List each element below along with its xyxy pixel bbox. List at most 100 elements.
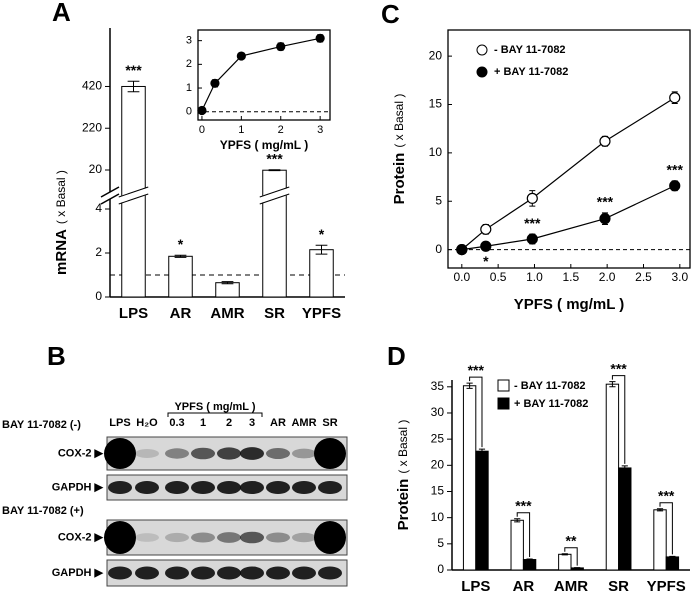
blot-band [191,480,215,495]
blot-band [165,448,189,459]
y-tick-label: 420 [82,79,102,93]
lane-label: 0.3 [169,417,184,429]
significance-bracket [564,547,578,566]
legend-label: + BAY 11-7082 [494,66,568,78]
blot-band [266,532,290,543]
data-point [197,105,207,116]
break-mark [118,186,149,205]
legend-label: - BAY 11-7082 [494,44,566,56]
y-label-unit: ( x Basal ) [54,170,68,224]
y-tick-label: 20 [89,162,103,176]
legend-marker [476,66,488,78]
bar [462,385,477,571]
blot-row-label: COX-2 ▶ [58,531,104,543]
error-bar [574,567,581,569]
data-point [315,33,325,43]
blot-band [240,531,264,544]
error-bar [609,381,616,388]
error-bar [526,558,533,561]
panel-label: A [52,0,71,27]
significance-bracket [469,376,483,448]
panel-label: C [381,0,400,29]
significance-bracket [611,375,626,464]
blot-band [266,448,290,459]
blot-band [217,480,241,495]
lane-label: 1 [200,417,206,429]
x-tick-label: 2.0 [599,270,616,284]
significance: *** [468,362,485,378]
panel-label: D [387,341,406,371]
error-bar [561,553,568,556]
significance: *** [266,150,283,166]
y-tick-label: 0 [437,562,444,576]
y-label-unit: ( x Basal ) [396,420,410,474]
data-point [276,41,286,52]
y-tick-label: 10 [431,510,445,524]
y-label-main: Protein [391,153,408,205]
significance: ** [566,532,577,548]
legend-swatch [497,397,510,410]
blot-band [292,532,316,543]
x-tick-label: 2 [278,124,284,136]
blot-band [292,480,316,495]
bar [618,467,632,571]
y-tick-label: 0 [435,242,442,256]
blot-band [104,438,136,469]
y-label-unit: ( x Basal ) [392,94,406,148]
bar [605,383,620,571]
bar [309,249,334,298]
y-tick-label: 25 [431,431,445,445]
y-tick-label: 0 [186,106,192,118]
blot-band [191,447,215,460]
blot-band [135,449,159,458]
blot-row-label: GAPDH ▶ [52,481,104,493]
blot-band [240,480,264,495]
data-point [669,180,681,192]
plot-frame [197,29,331,121]
y-tick-label: 2 [95,245,102,259]
axis-break [260,188,289,203]
blot-band [135,566,159,580]
blot-band [266,480,290,495]
x-tick-label: LPS [119,305,148,322]
x-tick-label: SR [608,578,629,594]
x-axis-label: YPFS ( mg/mL ) [220,138,308,152]
y-tick-label: 15 [429,97,443,111]
significance: * [483,253,489,269]
break-mark [100,186,120,205]
blot-band [292,566,316,580]
data-point [210,78,220,88]
blot-band [191,532,215,543]
blot-strip [106,519,348,556]
y-tick-label: 15 [431,484,445,498]
y-tick-label: 20 [431,457,445,471]
significance: *** [515,497,532,513]
blot-band [217,566,241,580]
x-tick-label: 1 [238,124,244,136]
lane-label: 2 [226,417,232,429]
blot-band [104,521,136,554]
blot-band [165,480,189,495]
significance: *** [125,62,142,78]
legend-swatch [497,379,510,392]
error-bar [127,80,140,93]
legend-label: + BAY 11-7082 [514,398,588,410]
lane-label: LPS [109,417,130,429]
lane-group-label: YPFS ( mg/mL ) [174,401,255,413]
panel-label: B [47,341,66,371]
x-tick-label: AR [170,305,192,322]
bar [653,509,667,571]
x-tick-label: SR [264,305,285,322]
significance-bracket [516,512,531,558]
x-tick-label: 3 [317,124,323,136]
bar [475,450,489,571]
y-tick-label: 10 [429,145,443,159]
x-axis-label: YPFS ( mg/mL ) [514,296,625,313]
bar [215,282,240,298]
blot-band [318,480,342,495]
blot-band [217,532,241,543]
blot-row-label: GAPDH ▶ [52,567,104,579]
blot-band [240,566,264,580]
data-point [526,192,538,204]
bar [510,519,524,571]
